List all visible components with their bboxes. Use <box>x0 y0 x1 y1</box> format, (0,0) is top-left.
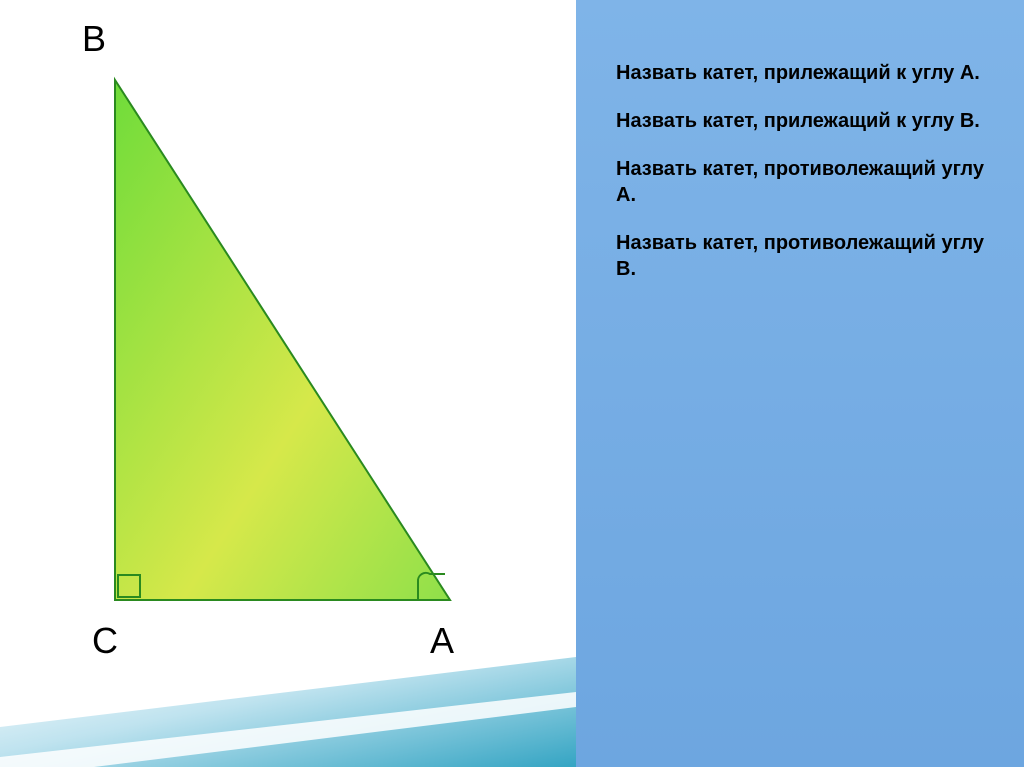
triangle-shape <box>115 80 450 600</box>
question-4: Назвать катет, противолежащий углу В. <box>616 230 994 282</box>
vertex-c-label: С <box>92 620 118 662</box>
triangle-svg <box>0 0 576 700</box>
diagram-panel: В С А <box>0 0 576 767</box>
slide-container: В С А Назвать катет, прилежащий к углу А… <box>0 0 1024 767</box>
question-1: Назвать катет, прилежащий к углу А. <box>616 60 994 86</box>
vertex-b-label: В <box>82 18 106 60</box>
decorative-swoosh <box>0 657 576 767</box>
question-3: Назвать катет, противолежащий углу А. <box>616 156 994 208</box>
questions-list: Назвать катет, прилежащий к углу А. Назв… <box>576 0 1024 282</box>
question-panel: Назвать катет, прилежащий к углу А. Назв… <box>576 0 1024 767</box>
question-2: Назвать катет, прилежащий к углу В. <box>616 108 994 134</box>
vertex-a-label: А <box>430 620 454 662</box>
